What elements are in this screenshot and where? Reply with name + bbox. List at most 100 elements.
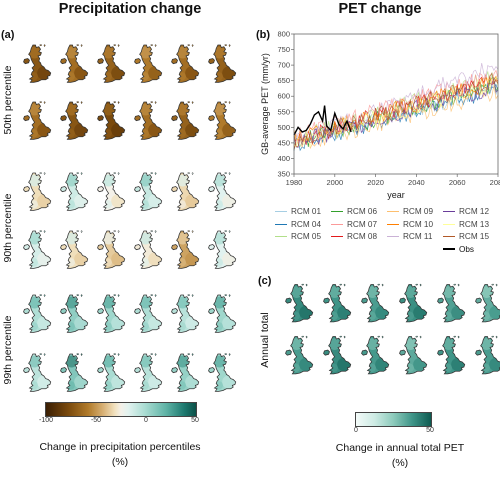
uk-map [208, 352, 237, 392]
uk-map [60, 229, 89, 269]
y-tick-label: 700 [277, 61, 290, 70]
y-tick-label: 450 [277, 138, 290, 147]
x-tick-label: 2040 [408, 178, 425, 187]
legend-swatch [331, 223, 343, 225]
uk-map [208, 43, 237, 83]
panel-a-label: (a) [1, 29, 15, 41]
legend-item: RCM 12 [443, 207, 489, 216]
legend-swatch [443, 236, 455, 237]
precip-tick: -50 [90, 417, 102, 424]
legend-label: RCM 13 [459, 219, 490, 229]
legend-item: RCM 09 [387, 207, 433, 216]
legend-label: RCM 01 [291, 207, 322, 216]
uk-map [208, 229, 237, 269]
uk-map [285, 283, 314, 323]
legend-label: RCM 09 [403, 207, 434, 216]
row-label-50th: 50th percentile [2, 65, 14, 135]
precip-colorbar-label-line1: Change in precipitation percentiles [39, 441, 201, 453]
pet-colorbar [355, 412, 432, 427]
uk-map [60, 100, 89, 140]
uk-map [97, 293, 126, 333]
x-tick-label: 2000 [326, 178, 343, 187]
legend-item: RCM 05 [275, 232, 321, 241]
legend-label: RCM 06 [347, 207, 378, 216]
uk-map [437, 283, 466, 323]
precip-colorbar-label-line2: (%) [111, 456, 129, 469]
legend-swatch [443, 248, 455, 250]
panel-b-label: (b) [256, 29, 271, 41]
uk-map [97, 43, 126, 83]
uk-map [399, 335, 428, 375]
legend-swatch [443, 211, 455, 212]
uk-map [134, 229, 163, 269]
uk-map [171, 229, 200, 269]
x-tick-label: 2020 [367, 178, 384, 187]
legend-label: Obs [459, 244, 475, 254]
uk-map [361, 335, 390, 375]
legend-label: RCM 11 [403, 232, 433, 241]
legend-swatch [443, 223, 455, 225]
uk-map [23, 100, 52, 140]
precip-tick: -100 [38, 417, 54, 424]
uk-map [171, 352, 200, 392]
pet-colorbar-label: Change in annual total PET (%) [300, 441, 500, 471]
precip-tick: 0 [144, 417, 148, 424]
uk-map [399, 283, 428, 323]
uk-map [60, 293, 89, 333]
pet-tick: 50 [426, 427, 434, 434]
legend-label: RCM 12 [459, 207, 490, 216]
uk-map [208, 171, 237, 211]
uk-map [475, 283, 500, 323]
pet-colorbar-label-line1: Change in annual total PET [335, 442, 465, 454]
y-tick-label: 650 [277, 76, 290, 85]
uk-map [97, 171, 126, 211]
legend-item: RCM 04 [275, 220, 321, 229]
legend-swatch [331, 211, 343, 212]
pet-line-chart: 1980 2000 2020 2040 2060 2080 350 400 450 500 550 6… [260, 30, 500, 201]
legend-swatch [275, 211, 287, 212]
legend-label: RCM 15 [459, 232, 490, 241]
uk-map [323, 335, 352, 375]
uk-map [171, 43, 200, 83]
uk-map [208, 293, 237, 333]
uk-map [437, 335, 466, 375]
legend-swatch [275, 236, 287, 237]
legend-item: RCM 13 [443, 220, 489, 229]
uk-map [361, 283, 390, 323]
legend-item: RCM 01 [275, 207, 321, 216]
legend-label: RCM 08 [347, 232, 378, 241]
legend-item: RCM 06 [331, 207, 377, 216]
x-tick-label: 1980 [286, 178, 303, 187]
y-tick-label: 400 [277, 154, 290, 163]
uk-map [134, 293, 163, 333]
uk-map [60, 352, 89, 392]
pet-column-title: PET change [338, 1, 422, 17]
legend-swatch [387, 236, 399, 237]
panel-c-label: (c) [258, 275, 272, 287]
x-tick-label: 2060 [449, 178, 466, 187]
observed-line [293, 105, 352, 136]
series-line [293, 71, 499, 147]
y-tick-label: 800 [277, 30, 290, 39]
uk-map [134, 100, 163, 140]
y-tick-label: 500 [277, 123, 290, 132]
legend-label: RCM 10 [403, 219, 434, 229]
row-label-annual-total: Annual total [259, 312, 271, 368]
legend-swatch [387, 223, 399, 225]
legend-swatch [387, 211, 399, 212]
uk-map [171, 100, 200, 140]
precip-tick: 50 [191, 417, 199, 424]
series-line [293, 74, 499, 150]
uk-map [134, 352, 163, 392]
chart-legend: RCM 01 RCM 06 RCM 09 RCM 12 RCM 04 RCM 07 RCM … [275, 207, 500, 269]
row-label-90th: 90th percentile [2, 193, 14, 263]
legend-item: RCM 08 [331, 232, 377, 241]
uk-map [475, 335, 500, 375]
uk-map [23, 171, 52, 211]
uk-map [97, 229, 126, 269]
y-tick-label: 750 [277, 45, 290, 54]
uk-map [134, 43, 163, 83]
legend-item: RCM 10 [387, 220, 433, 229]
series-line [293, 72, 499, 147]
legend-swatch [275, 223, 287, 225]
